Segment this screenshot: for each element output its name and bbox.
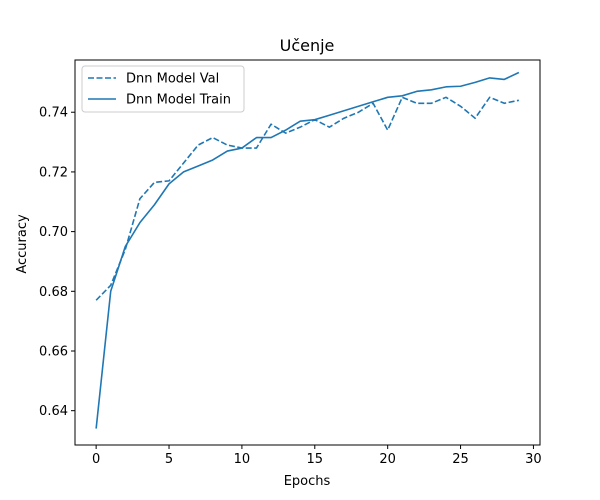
y-tick-label: 0.70 xyxy=(39,225,68,240)
y-tick-label: 0.68 xyxy=(39,285,68,300)
y-tick-label: 0.72 xyxy=(39,165,68,180)
y-tick-label: 0.74 xyxy=(39,106,68,121)
x-tick-label: 10 xyxy=(234,452,251,467)
axes-frame xyxy=(74,59,541,446)
y-tick-label: 0.66 xyxy=(39,344,68,359)
x-tick-label: 15 xyxy=(307,452,324,467)
plot-area: 0 5 10 15 20 25 30 0.64 0.66 0.68 0.70 0.72 0.74 xyxy=(39,59,542,467)
x-tick-label: 25 xyxy=(452,452,469,467)
x-tick-label: 30 xyxy=(525,452,542,467)
legend: Dnn Model Val Dnn Model Train xyxy=(81,65,245,113)
legend-box xyxy=(81,65,245,113)
y-axis-label: Accuracy xyxy=(15,214,30,274)
chart-title: Učenje xyxy=(280,36,335,55)
legend-label-train: Dnn Model Train xyxy=(126,93,231,108)
legend-label-val: Dnn Model Val xyxy=(126,72,219,87)
y-tick-label: 0.64 xyxy=(39,404,68,419)
x-tick-label: 20 xyxy=(379,452,396,467)
x-tick-label: 5 xyxy=(165,452,173,467)
x-tick-label: 0 xyxy=(92,452,100,467)
series-line-train xyxy=(95,71,520,429)
series-line-val xyxy=(95,96,520,301)
x-axis-label: Epochs xyxy=(284,474,331,489)
